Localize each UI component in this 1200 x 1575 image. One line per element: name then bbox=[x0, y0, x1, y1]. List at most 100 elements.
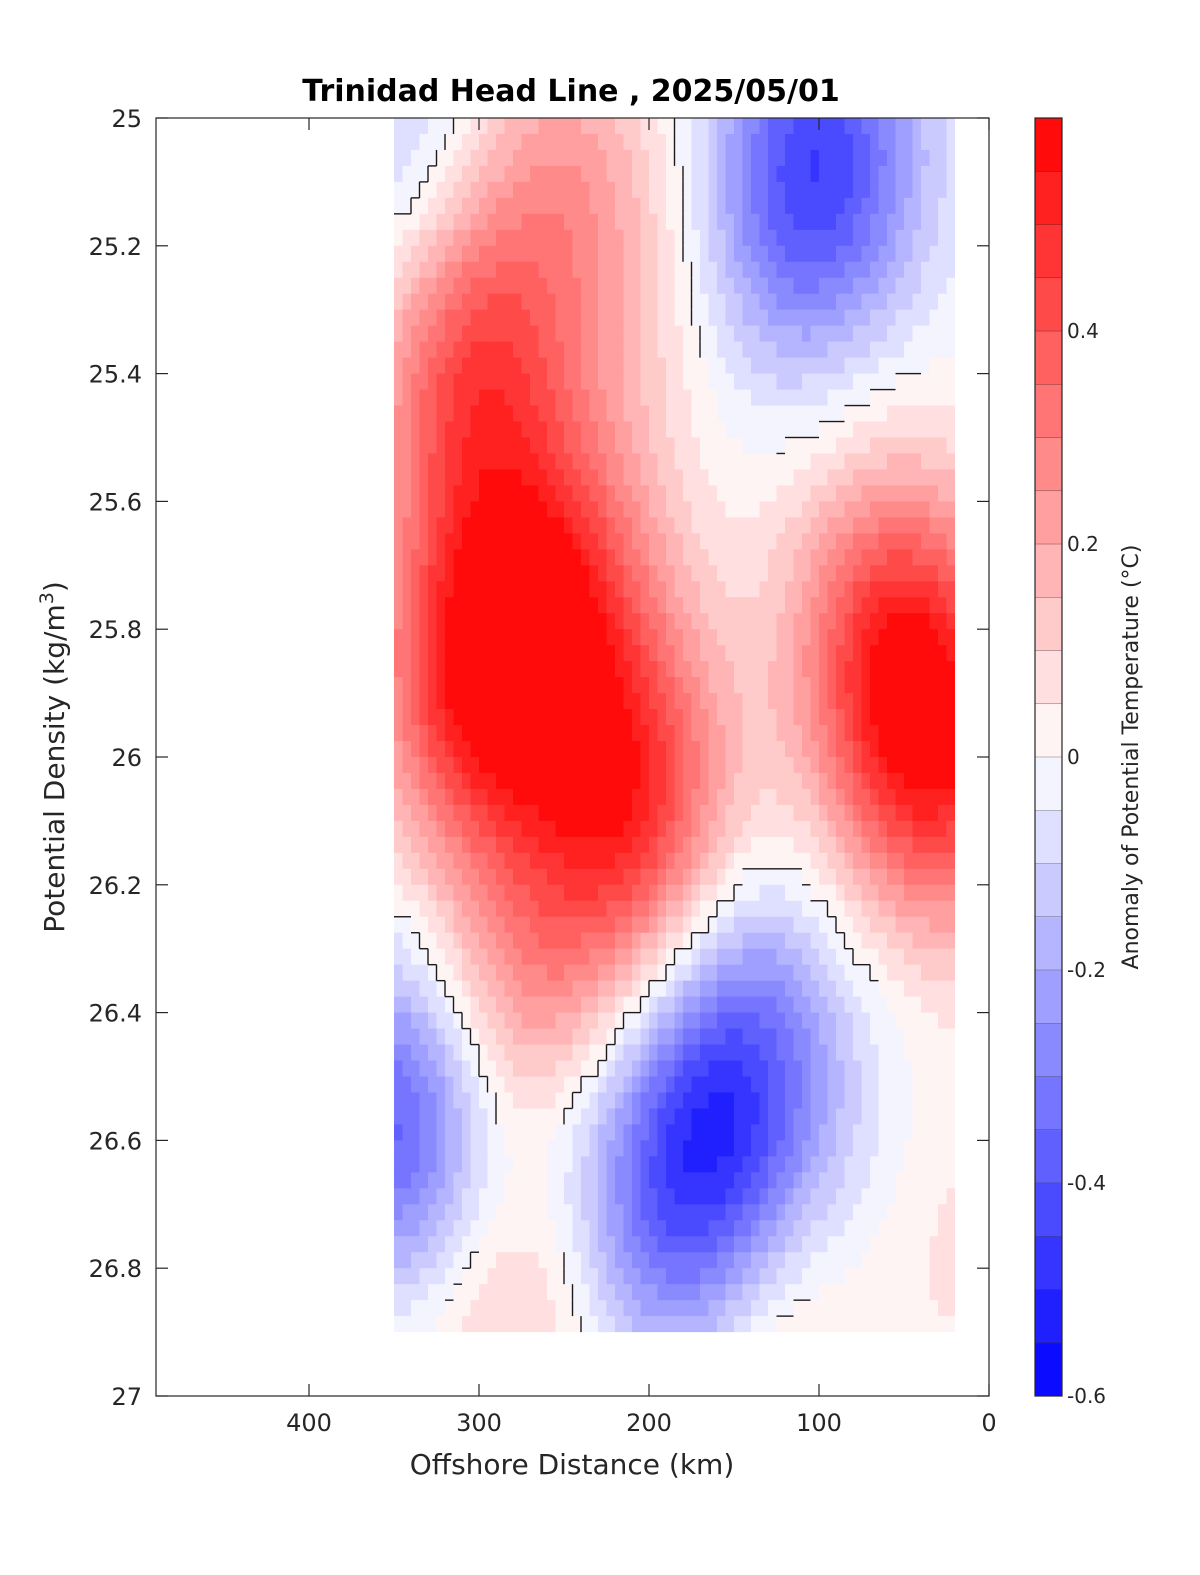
contour-cell bbox=[615, 437, 625, 455]
contour-cell bbox=[810, 1236, 820, 1253]
contour-cell bbox=[504, 1316, 514, 1333]
contour-cell bbox=[598, 245, 608, 263]
contour-cell bbox=[666, 629, 676, 646]
contour-cell bbox=[785, 197, 795, 215]
contour-cell bbox=[836, 549, 846, 566]
contour-cell bbox=[700, 357, 710, 375]
contour-cell bbox=[479, 197, 489, 215]
contour-cell bbox=[649, 868, 659, 886]
contour-cell bbox=[615, 1044, 625, 1062]
contour-cell bbox=[844, 565, 854, 582]
contour-cell bbox=[530, 788, 540, 806]
contour-cell bbox=[581, 613, 591, 630]
contour-cell bbox=[462, 261, 472, 279]
contour-cell bbox=[742, 1252, 752, 1269]
contour-cell bbox=[589, 133, 599, 151]
contour-cell bbox=[725, 1156, 735, 1173]
contour-cell bbox=[921, 836, 931, 854]
contour-cell bbox=[487, 1268, 497, 1285]
contour-cell bbox=[853, 277, 863, 295]
contour-cell bbox=[453, 1044, 463, 1062]
contour-cell bbox=[700, 149, 710, 167]
contour-cell bbox=[640, 277, 650, 295]
contour-cell bbox=[938, 677, 948, 694]
contour-cell bbox=[793, 932, 803, 950]
contour-cell bbox=[938, 725, 948, 742]
contour-cell bbox=[657, 1076, 667, 1094]
contour-cell bbox=[632, 389, 642, 407]
contour-cell bbox=[606, 757, 616, 774]
contour-cell bbox=[581, 149, 591, 167]
contour-cell bbox=[861, 900, 871, 918]
contour-cell bbox=[479, 1108, 489, 1126]
contour-cell bbox=[759, 245, 769, 263]
contour-cell bbox=[793, 309, 803, 327]
contour-cell bbox=[785, 1028, 795, 1046]
contour-cell bbox=[725, 836, 735, 854]
contour-cell bbox=[615, 1140, 625, 1157]
contour-cell bbox=[411, 325, 421, 343]
contour-cell bbox=[785, 245, 795, 263]
contour-cell bbox=[411, 1140, 421, 1157]
contour-cell bbox=[717, 884, 727, 902]
contour-cell bbox=[666, 165, 676, 183]
contour-cell bbox=[402, 245, 412, 263]
contour-cell bbox=[411, 533, 421, 550]
contour-cell bbox=[895, 533, 905, 550]
contour-cell bbox=[836, 629, 846, 646]
contour-cell bbox=[810, 725, 820, 742]
contour-cell bbox=[751, 485, 761, 502]
contour-cell bbox=[785, 629, 795, 646]
contour-cell bbox=[946, 693, 955, 710]
contour-cell bbox=[819, 517, 829, 534]
contour-cell bbox=[428, 900, 438, 918]
contour-cell bbox=[861, 245, 871, 263]
contour-cell bbox=[946, 1236, 955, 1253]
contour-cell bbox=[470, 788, 480, 806]
contour-cell bbox=[785, 836, 795, 854]
contour-cell bbox=[674, 581, 684, 598]
contour-cell bbox=[793, 1236, 803, 1253]
contour-cell bbox=[606, 1124, 616, 1141]
contour-cell bbox=[751, 277, 761, 295]
contour-cell bbox=[776, 213, 786, 231]
contour-cell bbox=[632, 1284, 642, 1301]
contour-cell bbox=[419, 948, 429, 966]
contour-cell bbox=[785, 437, 795, 455]
contour-cell bbox=[929, 932, 939, 950]
contour-cell bbox=[649, 1300, 659, 1317]
contour-cell bbox=[453, 661, 463, 678]
contour-cell bbox=[657, 741, 667, 758]
contour-cell bbox=[411, 772, 421, 790]
contour-cell bbox=[640, 1236, 650, 1253]
contour-cell bbox=[717, 1044, 727, 1062]
contour-cell bbox=[615, 1012, 625, 1030]
contour-cell bbox=[428, 629, 438, 646]
contour-cell bbox=[513, 1012, 523, 1030]
contour-cell bbox=[836, 836, 846, 854]
contour-cell bbox=[742, 741, 752, 758]
contour-cell bbox=[640, 661, 650, 678]
contour-cell bbox=[683, 709, 693, 726]
contour-cell bbox=[555, 149, 565, 167]
contour-cell bbox=[921, 804, 931, 822]
contour-cell bbox=[487, 1092, 497, 1110]
contour-cell bbox=[521, 293, 531, 311]
contour-cell bbox=[572, 1060, 582, 1078]
contour-cell bbox=[470, 948, 480, 966]
contour-cell bbox=[674, 229, 684, 247]
contour-cell bbox=[453, 357, 463, 375]
contour-cell bbox=[513, 1076, 523, 1094]
contour-cell bbox=[555, 437, 565, 455]
contour-cell bbox=[640, 916, 650, 934]
contour-cell bbox=[530, 533, 540, 550]
contour-cell bbox=[428, 405, 438, 423]
contour-cell bbox=[836, 1156, 846, 1173]
contour-cell bbox=[657, 1172, 667, 1189]
contour-cell bbox=[819, 261, 829, 279]
contour-cell bbox=[504, 852, 514, 870]
contour-cell bbox=[462, 245, 472, 263]
contour-cell bbox=[394, 517, 404, 534]
contour-cell bbox=[776, 1220, 786, 1237]
contour-cell bbox=[513, 309, 523, 327]
